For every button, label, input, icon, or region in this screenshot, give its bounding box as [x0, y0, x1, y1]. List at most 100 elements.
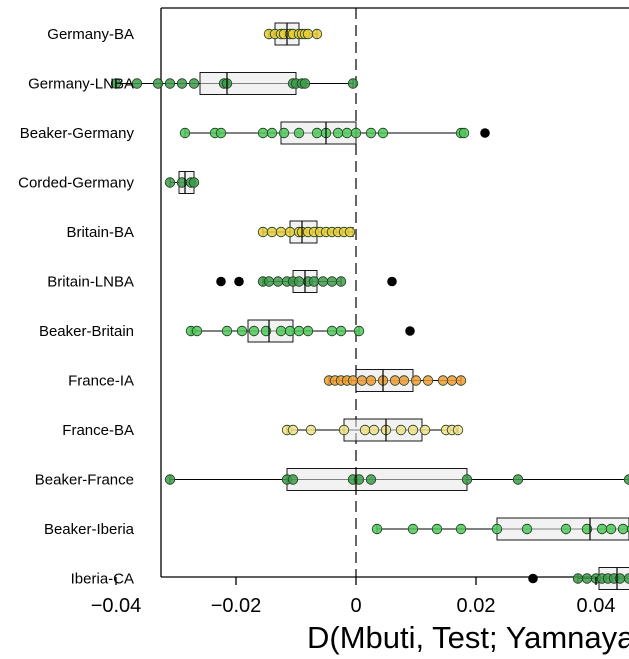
data-point	[311, 127, 323, 139]
outlier-point	[528, 573, 538, 584]
data-point	[347, 78, 359, 89]
data-point	[299, 78, 311, 89]
group-beaker-germany	[179, 121, 490, 145]
outlier-point	[387, 276, 397, 287]
data-point	[572, 573, 584, 584]
data-point	[407, 424, 419, 436]
data-point	[164, 177, 176, 188]
data-point	[266, 226, 278, 238]
data-point	[368, 424, 380, 436]
category-label: France-BA	[62, 422, 134, 439]
category-label: Beaker-Iberia	[44, 521, 135, 538]
data-point	[275, 325, 287, 337]
data-point	[350, 127, 362, 139]
data-point	[461, 474, 473, 485]
data-point	[395, 424, 407, 436]
data-point	[407, 523, 419, 535]
data-point	[263, 276, 275, 287]
outlier-point	[216, 276, 226, 287]
data-point	[284, 325, 296, 337]
outlier-point	[480, 128, 490, 138]
data-point	[302, 325, 314, 337]
data-point	[326, 325, 338, 337]
data-point	[581, 573, 593, 584]
data-point	[191, 325, 203, 337]
group-beaker-iberia	[371, 517, 629, 541]
data-point	[293, 325, 305, 337]
group-corded-germany	[164, 171, 200, 194]
category-label: Germany-LNBA	[28, 76, 134, 93]
group-iberia-ca	[528, 567, 629, 590]
data-point	[131, 78, 143, 89]
data-point	[266, 127, 278, 139]
category-labels: Germany-BA Germany-LNBA Beaker-Germany Cord…	[18, 26, 135, 588]
data-point	[560, 523, 572, 535]
data-point	[410, 375, 422, 386]
data-point	[365, 375, 377, 386]
data-point	[431, 523, 443, 535]
data-point	[311, 28, 323, 40]
x-tick-label: 0.04	[577, 595, 616, 617]
data-point	[437, 375, 449, 386]
data-point	[293, 276, 305, 287]
data-point	[335, 276, 347, 287]
group-germany-ba	[263, 22, 323, 46]
group-britain-lnba	[216, 270, 397, 293]
category-label: Beaker-Germany	[20, 125, 135, 142]
x-tick-label: 0.02	[457, 595, 496, 617]
category-label: France-IA	[68, 373, 134, 390]
data-point	[371, 523, 383, 535]
data-point	[302, 28, 314, 40]
category-label: Britain-BA	[66, 224, 134, 241]
data-point	[458, 127, 470, 139]
data-point	[164, 474, 176, 485]
data-point	[236, 325, 248, 337]
x-tick-label: −0.04	[91, 595, 142, 617]
outlier-point	[234, 276, 244, 287]
group-germany-lnba	[110, 72, 359, 95]
data-point	[377, 127, 389, 139]
data-point	[278, 127, 290, 139]
data-point	[422, 375, 434, 386]
data-point	[389, 375, 401, 386]
data-point	[308, 276, 320, 287]
data-point	[305, 424, 317, 436]
data-point	[221, 325, 233, 337]
data-point	[455, 523, 467, 535]
data-point	[359, 424, 371, 436]
data-point	[287, 424, 299, 436]
group-france-ia	[323, 369, 467, 392]
x-tick-label: −0.02	[211, 595, 262, 617]
category-label: Germany-BA	[47, 26, 134, 43]
data-point	[419, 424, 431, 436]
category-label: Corded-Germany	[18, 175, 134, 192]
data-point	[398, 375, 410, 386]
data-point	[176, 78, 188, 89]
data-point	[341, 127, 353, 139]
data-point	[605, 523, 617, 535]
group-beaker-britain	[185, 319, 415, 343]
data-point	[623, 474, 629, 485]
data-point	[596, 523, 608, 535]
data-point	[326, 276, 338, 287]
data-point	[623, 573, 629, 584]
category-label: Beaker-Britain	[39, 323, 134, 340]
data-point	[257, 226, 269, 238]
data-point	[452, 424, 464, 436]
data-point	[284, 226, 296, 238]
data-point	[512, 474, 524, 485]
data-point	[332, 127, 344, 139]
data-point	[215, 127, 227, 139]
group-beaker-france	[164, 468, 629, 491]
group-britain-ba	[257, 220, 356, 244]
iqr-box	[286, 468, 468, 491]
data-point	[188, 177, 200, 188]
category-label: Britain-LNBA	[47, 274, 134, 291]
plot-frame	[160, 7, 629, 578]
data-point	[344, 226, 356, 238]
data-point	[335, 325, 347, 337]
groups-layer	[110, 22, 629, 590]
x-tick-label: 0	[350, 595, 361, 617]
